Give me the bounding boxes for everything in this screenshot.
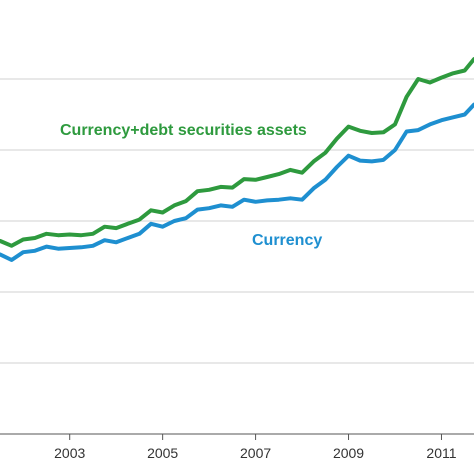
series-line-currency-debt-securities: [0, 57, 474, 248]
series-lines: [0, 57, 474, 262]
x-tick-label: 2003: [54, 445, 85, 461]
series-line-currency: [0, 102, 474, 262]
annotation-currency: Currency: [252, 232, 322, 249]
x-axis-ticks: 2003 2005 2007 2009 2011: [54, 434, 457, 461]
annotation-currency-debt-securities: Currency+debt securities assets: [60, 122, 307, 139]
x-tick-label: 2011: [426, 445, 456, 461]
x-tick-label: 2005: [147, 445, 178, 461]
x-tick-label: 2007: [240, 445, 271, 461]
x-tick-label: 2009: [333, 445, 364, 461]
